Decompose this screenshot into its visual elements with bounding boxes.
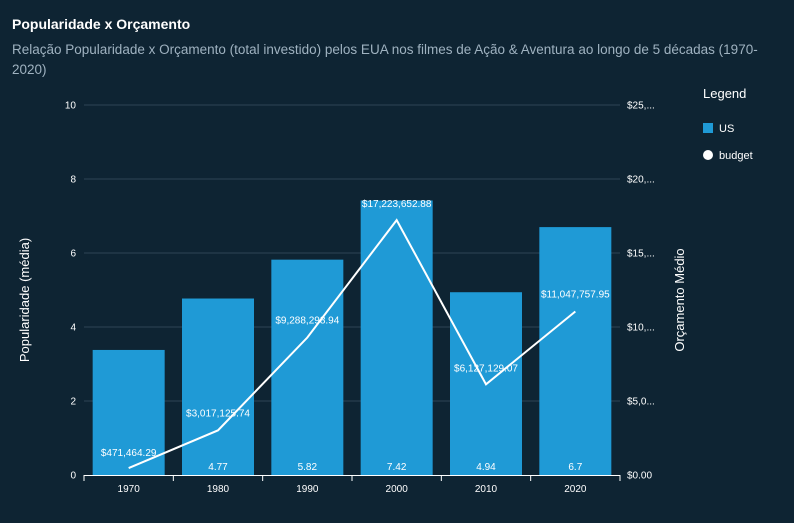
y2-axis-title: Orçamento Médio [672, 248, 687, 351]
legend-label-us: US [719, 123, 734, 135]
x-tick-label: 1980 [207, 484, 230, 495]
y-tick-label: 8 [70, 175, 76, 186]
chart-subtitle: Relação Popularidade x Orçamento (total … [12, 42, 758, 77]
legend-label-budget: budget [719, 150, 753, 162]
y2-tick-label: $20,... [627, 175, 655, 186]
x-tick-label: 2000 [386, 484, 409, 495]
y-tick-label: 4 [70, 323, 76, 334]
budget-value-label: $471,464.29 [101, 448, 157, 459]
bar [360, 200, 433, 475]
budget-value-label: $11,047,757.95 [541, 289, 610, 300]
x-tick-label: 2020 [564, 484, 587, 495]
bar-value-label: 4.94 [476, 462, 496, 473]
bar-value-label: 5.82 [298, 462, 318, 473]
budget-value-label: $3,017,125.74 [186, 408, 250, 419]
bar-value-label: 6.7 [568, 462, 582, 473]
y2-tick-label: $10,... [627, 323, 655, 334]
bar [182, 298, 254, 475]
legend-swatch-us [703, 123, 713, 133]
bar [539, 227, 612, 475]
x-tick-label: 1970 [118, 484, 141, 495]
legend-swatch-budget [703, 150, 713, 160]
budget-value-label: $9,288,298.94 [275, 316, 339, 327]
y-axis-title: Popularidade (média) [17, 238, 32, 362]
bar [92, 349, 165, 475]
legend-title: Legend [703, 86, 746, 101]
x-tick-label: 2010 [475, 484, 498, 495]
y2-tick-label: $5,0... [627, 397, 655, 408]
y2-tick-label: $25,... [627, 101, 655, 112]
y-tick-label: 6 [70, 249, 76, 260]
bar [271, 259, 344, 475]
budget-line [128, 218, 576, 469]
budget-value-label: $6,127,129.07 [454, 363, 518, 374]
y-tick-label: 0 [70, 471, 76, 482]
bar-value-label: 4.77 [208, 462, 228, 473]
bar-value-label: 7.42 [387, 462, 407, 473]
y-tick-label: 10 [65, 101, 77, 112]
y-tick-label: 2 [70, 397, 76, 408]
budget-value-label: $17,223,652.88 [362, 199, 432, 210]
y2-tick-label: $0.00 [627, 471, 652, 482]
x-tick-label: 1990 [296, 484, 319, 495]
chart-title: Popularidade x Orçamento [12, 16, 191, 32]
y2-tick-label: $15,... [627, 249, 655, 260]
